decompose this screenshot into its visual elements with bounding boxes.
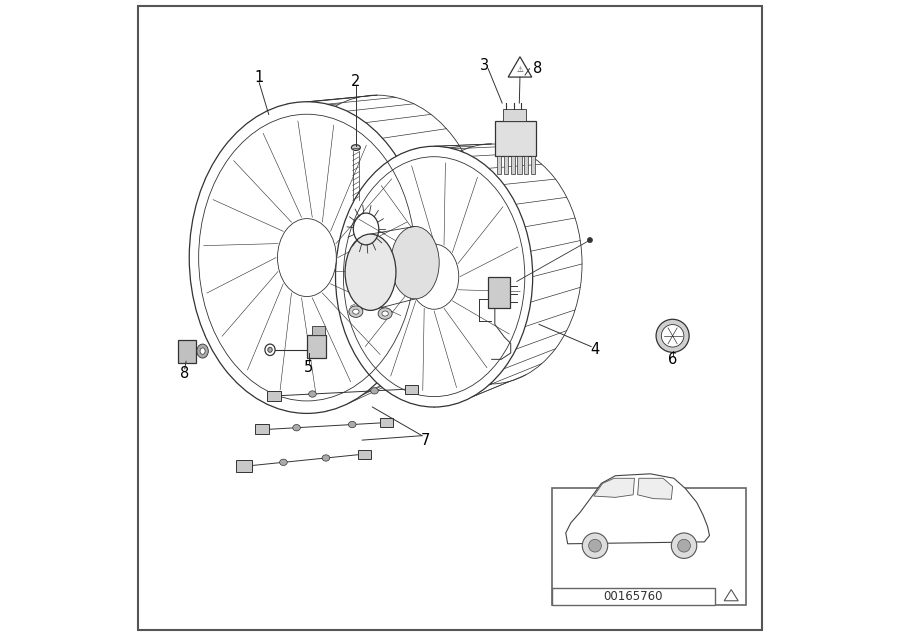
Circle shape [588, 237, 592, 242]
Ellipse shape [280, 459, 287, 466]
Bar [494, 121, 536, 156]
Ellipse shape [371, 387, 378, 394]
Bar [236, 460, 252, 472]
Bar [510, 156, 515, 174]
Ellipse shape [351, 144, 360, 150]
Ellipse shape [348, 421, 356, 427]
Ellipse shape [265, 344, 275, 356]
Bar [552, 488, 746, 605]
Bar [518, 156, 522, 174]
Bar [504, 156, 508, 174]
Ellipse shape [349, 306, 363, 317]
Circle shape [656, 319, 689, 352]
Text: 6: 6 [668, 352, 677, 368]
Ellipse shape [391, 226, 439, 299]
Ellipse shape [197, 344, 208, 358]
Text: ⚠: ⚠ [517, 65, 524, 74]
Ellipse shape [382, 311, 388, 316]
Ellipse shape [336, 146, 533, 407]
Ellipse shape [353, 309, 359, 314]
Polygon shape [566, 474, 709, 544]
Text: 8: 8 [533, 61, 543, 76]
Text: 00165760: 00165760 [604, 590, 663, 603]
Circle shape [589, 539, 601, 552]
Text: 8: 8 [180, 366, 189, 382]
Polygon shape [637, 478, 672, 499]
Text: 7: 7 [421, 432, 430, 448]
Ellipse shape [378, 308, 392, 319]
Polygon shape [594, 478, 634, 497]
Bar [488, 277, 510, 308]
Text: 5: 5 [304, 360, 313, 375]
Ellipse shape [410, 244, 459, 309]
Ellipse shape [292, 425, 301, 431]
Polygon shape [508, 57, 532, 77]
Bar [267, 391, 282, 401]
Circle shape [662, 324, 684, 347]
Bar [307, 335, 326, 358]
Bar [178, 340, 196, 363]
Bar [525, 156, 528, 174]
Bar [552, 588, 715, 605]
Text: 2: 2 [351, 74, 361, 89]
Circle shape [678, 539, 690, 552]
Bar [531, 156, 536, 174]
Ellipse shape [200, 348, 205, 354]
Bar [312, 326, 325, 335]
Polygon shape [724, 590, 738, 601]
Bar [497, 156, 501, 174]
Ellipse shape [268, 347, 272, 352]
Circle shape [671, 533, 697, 558]
Bar [255, 424, 269, 434]
Text: 3: 3 [481, 58, 490, 73]
Ellipse shape [322, 455, 329, 461]
Ellipse shape [345, 234, 396, 310]
Circle shape [582, 533, 608, 558]
Ellipse shape [309, 391, 316, 397]
Text: 4: 4 [590, 342, 599, 357]
Bar [380, 418, 392, 427]
Text: 1: 1 [255, 70, 264, 85]
Ellipse shape [277, 219, 337, 296]
Bar [503, 109, 526, 121]
Bar [358, 450, 371, 459]
Ellipse shape [189, 102, 425, 413]
Bar [406, 385, 419, 394]
